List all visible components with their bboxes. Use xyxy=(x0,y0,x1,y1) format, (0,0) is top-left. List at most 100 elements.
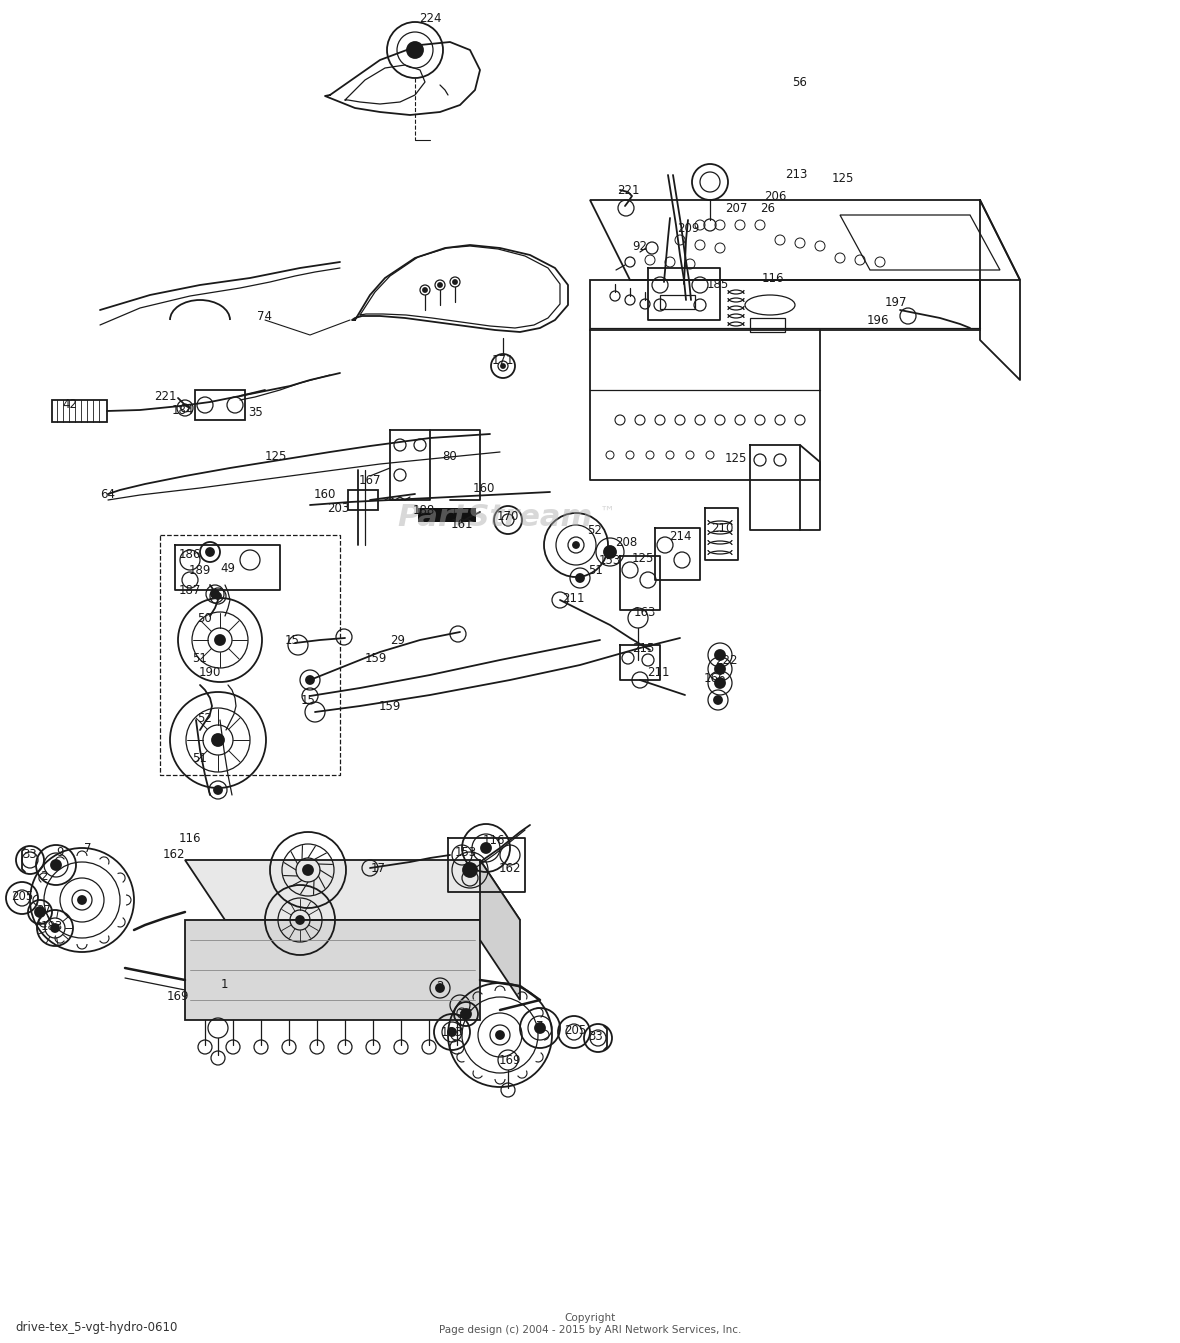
Text: 211: 211 xyxy=(647,666,669,678)
Text: 17: 17 xyxy=(371,861,386,874)
Circle shape xyxy=(78,896,86,904)
Text: 166: 166 xyxy=(703,672,726,685)
Text: 125: 125 xyxy=(832,172,854,184)
Circle shape xyxy=(715,663,725,674)
Text: 116: 116 xyxy=(762,271,785,285)
Bar xyxy=(750,318,785,332)
Text: 37: 37 xyxy=(37,904,52,916)
Text: 80: 80 xyxy=(442,450,458,462)
Bar xyxy=(418,508,476,522)
Text: 170: 170 xyxy=(497,509,519,522)
Text: ™: ™ xyxy=(599,505,615,520)
Text: 92: 92 xyxy=(632,240,648,254)
Text: 208: 208 xyxy=(615,536,637,548)
Bar xyxy=(348,490,378,510)
Circle shape xyxy=(303,865,313,876)
Text: 189: 189 xyxy=(189,564,211,576)
Text: 125: 125 xyxy=(264,450,287,462)
Text: 7: 7 xyxy=(84,842,92,854)
Text: Page design (c) 2004 - 2015 by ARI Network Services, Inc.: Page design (c) 2004 - 2015 by ARI Netwo… xyxy=(439,1326,741,1335)
Text: 215: 215 xyxy=(631,642,654,654)
Text: 9: 9 xyxy=(57,846,64,858)
Circle shape xyxy=(502,364,505,368)
Text: 162: 162 xyxy=(499,861,522,874)
Circle shape xyxy=(51,860,61,870)
Text: 51: 51 xyxy=(192,752,208,764)
Text: 153: 153 xyxy=(599,553,621,567)
Circle shape xyxy=(438,283,442,287)
Circle shape xyxy=(463,864,477,877)
Text: 183: 183 xyxy=(41,920,63,932)
Bar xyxy=(195,389,245,420)
Text: 213: 213 xyxy=(785,168,807,181)
Text: 51: 51 xyxy=(192,651,208,665)
Circle shape xyxy=(535,1023,545,1033)
Circle shape xyxy=(715,650,725,659)
Circle shape xyxy=(296,916,304,924)
Circle shape xyxy=(206,548,214,556)
Text: 224: 224 xyxy=(419,12,441,24)
Text: 187: 187 xyxy=(179,583,201,596)
Circle shape xyxy=(714,696,722,704)
Bar xyxy=(660,295,695,309)
Text: 26: 26 xyxy=(760,203,775,215)
Text: 196: 196 xyxy=(867,313,890,326)
Text: 33: 33 xyxy=(589,1030,603,1042)
Text: 169: 169 xyxy=(166,990,189,1002)
Text: 183: 183 xyxy=(441,1026,463,1038)
Polygon shape xyxy=(185,860,520,920)
Text: 2: 2 xyxy=(40,869,47,882)
Circle shape xyxy=(407,42,422,58)
Text: 1: 1 xyxy=(221,978,228,991)
Polygon shape xyxy=(185,920,480,1019)
Circle shape xyxy=(211,590,219,598)
Circle shape xyxy=(481,843,491,853)
Text: 185: 185 xyxy=(707,278,729,290)
Text: 64: 64 xyxy=(100,488,116,501)
Text: 159: 159 xyxy=(365,651,387,665)
Text: 207: 207 xyxy=(725,203,747,215)
Text: 15: 15 xyxy=(284,634,300,646)
Text: 162: 162 xyxy=(163,847,185,861)
Text: 211: 211 xyxy=(562,591,584,604)
Text: 205: 205 xyxy=(564,1023,586,1037)
Circle shape xyxy=(496,1031,504,1039)
Text: 214: 214 xyxy=(669,529,691,543)
Text: 169: 169 xyxy=(499,1053,522,1066)
Text: 163: 163 xyxy=(634,606,656,619)
Circle shape xyxy=(715,678,725,688)
Text: 160: 160 xyxy=(473,482,496,494)
Text: 188: 188 xyxy=(413,504,435,517)
Circle shape xyxy=(35,907,45,917)
Text: 116: 116 xyxy=(483,834,505,846)
Text: 7: 7 xyxy=(536,1019,544,1033)
Text: 210: 210 xyxy=(710,521,733,535)
Text: 161: 161 xyxy=(451,517,473,530)
Circle shape xyxy=(51,924,59,932)
Text: 209: 209 xyxy=(677,222,700,235)
Circle shape xyxy=(573,543,579,548)
Text: 33: 33 xyxy=(22,847,38,861)
Circle shape xyxy=(435,984,444,992)
Text: 35: 35 xyxy=(249,407,263,419)
Text: 74: 74 xyxy=(257,309,273,322)
Text: 167: 167 xyxy=(359,474,381,486)
Text: 221: 221 xyxy=(617,184,640,196)
Text: 116: 116 xyxy=(178,831,202,845)
Text: 51: 51 xyxy=(589,564,603,576)
Text: 160: 160 xyxy=(314,488,336,501)
Text: 203: 203 xyxy=(327,501,349,514)
Circle shape xyxy=(448,1027,455,1035)
Text: 153: 153 xyxy=(454,846,477,858)
Text: 221: 221 xyxy=(153,389,176,403)
Text: 52: 52 xyxy=(588,524,603,536)
Text: 184: 184 xyxy=(172,403,195,416)
Text: 42: 42 xyxy=(63,398,78,411)
Text: 222: 222 xyxy=(715,654,738,666)
Text: Copyright: Copyright xyxy=(564,1313,616,1323)
Circle shape xyxy=(453,279,457,283)
Bar xyxy=(52,400,107,422)
Circle shape xyxy=(212,735,224,745)
Text: 171: 171 xyxy=(492,353,514,367)
Circle shape xyxy=(306,676,314,684)
